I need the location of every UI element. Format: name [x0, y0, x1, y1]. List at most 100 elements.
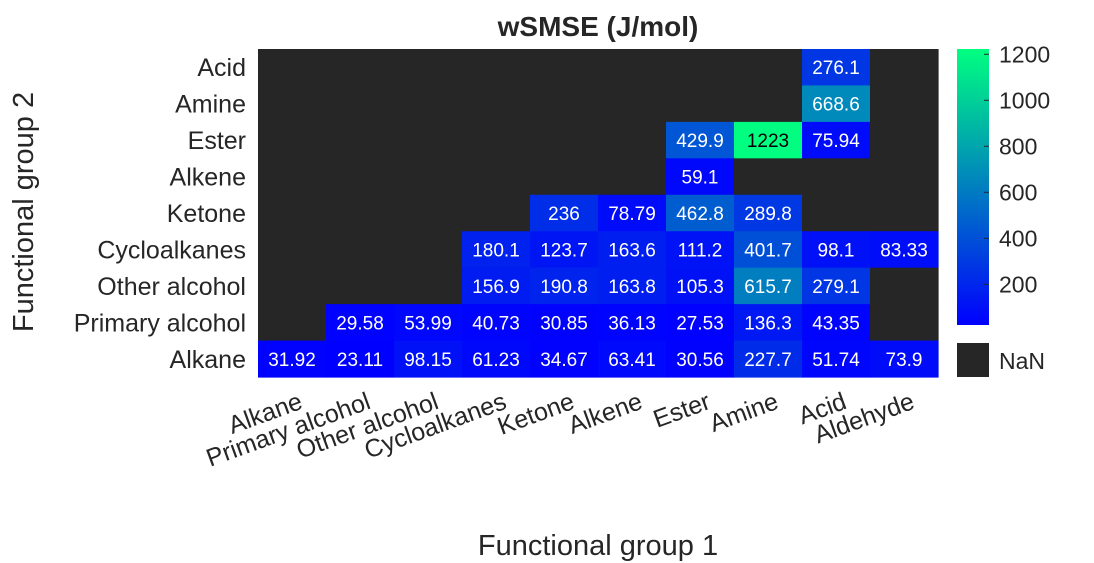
nan-legend-swatch	[957, 343, 989, 377]
heatmap-cell	[598, 49, 667, 87]
cell-value-label: 163.6	[608, 240, 656, 261]
cell-value-label: 30.56	[676, 350, 724, 371]
y-tick-label: Acid	[197, 54, 246, 82]
y-tick-label: Amine	[175, 91, 246, 119]
heatmap-cell	[802, 340, 871, 378]
heatmap-cell	[734, 85, 803, 123]
cell-value-label: 83.33	[880, 240, 928, 261]
heatmap-cell	[394, 85, 463, 123]
heatmap-cell	[530, 49, 599, 87]
y-tick-label: Other alcohol	[97, 273, 246, 301]
heatmap-cell	[802, 304, 871, 342]
heatmap-cell	[598, 194, 667, 232]
heatmap-cell	[326, 158, 395, 196]
heatmap-cell	[802, 121, 871, 159]
heatmap-cell	[326, 121, 395, 159]
heatmap-cell	[598, 158, 667, 196]
y-tick-label: Alkene	[170, 164, 246, 192]
heatmap-cell	[666, 194, 735, 232]
heatmap-cell	[462, 194, 531, 232]
x-tick-label: Amine	[706, 387, 782, 438]
colorbar-tick-label: 1000	[999, 87, 1050, 113]
colorbar-tick-label: 800	[999, 133, 1037, 159]
heatmap-cell	[734, 158, 803, 196]
heatmap-cell	[326, 340, 395, 378]
heatmap-cell	[326, 85, 395, 123]
colorbar-ticks: 200 400 600 800 1000 1200	[984, 41, 1050, 297]
heatmap-cell	[530, 85, 599, 123]
heatmap-cell	[462, 158, 531, 196]
cell-value-label: 43.35	[812, 313, 860, 334]
cell-value-label: 289.8	[744, 204, 792, 225]
colorbar-tick-label: 400	[999, 225, 1037, 251]
y-axis-label: Functional group 2	[8, 92, 40, 332]
heatmap-cell	[326, 49, 395, 87]
heatmap-cell	[870, 304, 939, 342]
cell-value-label: 31.92	[268, 350, 316, 371]
cell-value-label: 27.53	[676, 313, 724, 334]
cell-value-label: 668.6	[812, 95, 860, 116]
heatmap-cell	[530, 340, 599, 378]
heatmap-cell	[734, 340, 803, 378]
heatmap-cell	[394, 267, 463, 305]
heatmap-cell	[666, 158, 735, 196]
colorbar	[957, 49, 989, 325]
heatmap-cell	[530, 158, 599, 196]
cell-value-label: 190.8	[540, 277, 588, 298]
y-tick-labels: Acid Amine Ester Alkene Ketone Cycloalkanes Ot…	[74, 54, 246, 374]
heatmap-cell	[394, 121, 463, 159]
heatmap-cell	[530, 231, 599, 269]
y-tick-label: Alkane	[170, 346, 246, 374]
heatmap-cell	[802, 85, 871, 123]
cell-value-label: 163.8	[608, 277, 656, 298]
heatmap-cell-labels: 276.1 668.6 429.9 1223 75.94 59.1 236 78.79 462.…	[268, 58, 928, 371]
y-tick-label: Ketone	[167, 200, 246, 228]
heatmap-cell	[394, 49, 463, 87]
heatmap-cell	[462, 121, 531, 159]
heatmap-cell	[734, 121, 803, 159]
cell-value-label: 1223	[747, 131, 789, 152]
x-axis-label: Functional group 1	[478, 530, 718, 562]
heatmap-cell	[598, 267, 667, 305]
cell-value-label: 40.73	[472, 313, 520, 334]
heatmap-cell	[666, 121, 735, 159]
heatmap-cell	[394, 231, 463, 269]
cell-value-label: 111.2	[678, 240, 723, 261]
heatmap-cell	[666, 85, 735, 123]
heatmap-cell	[462, 304, 531, 342]
heatmap-cell	[598, 121, 667, 159]
heatmap-cell	[258, 340, 327, 378]
cell-value-label: 51.74	[812, 350, 860, 371]
cell-value-label: 236	[548, 204, 580, 225]
cell-value-label: 34.67	[540, 350, 588, 371]
heatmap-cell	[598, 85, 667, 123]
heatmap-cell	[870, 231, 939, 269]
cell-value-label: 29.58	[336, 313, 384, 334]
heatmap-cell	[666, 49, 735, 87]
heatmap-cell	[462, 85, 531, 123]
heatmap-cell	[462, 231, 531, 269]
heatmap-cell	[666, 340, 735, 378]
heatmap-cell	[530, 304, 599, 342]
heatmap-cell	[734, 231, 803, 269]
heatmap-cell	[462, 340, 531, 378]
cell-value-label: 53.99	[404, 313, 452, 334]
heatmap-cell	[326, 231, 395, 269]
heatmap-cell	[870, 267, 939, 305]
cell-value-label: 78.79	[608, 204, 656, 225]
cell-value-label: 61.23	[472, 350, 520, 371]
x-tick-label: Ester	[650, 387, 714, 433]
heatmap-cell	[394, 304, 463, 342]
heatmap-cell	[258, 267, 327, 305]
heatmap-cell	[598, 340, 667, 378]
heatmap-cell	[326, 267, 395, 305]
y-tick-label: Primary alcohol	[74, 309, 246, 337]
heatmap-cell	[666, 267, 735, 305]
cell-value-label: 63.41	[608, 350, 656, 371]
heatmap-cell	[870, 85, 939, 123]
heatmap-cell	[802, 158, 871, 196]
cell-value-label: 276.1	[812, 58, 860, 79]
cell-value-label: 180.1	[472, 240, 520, 261]
